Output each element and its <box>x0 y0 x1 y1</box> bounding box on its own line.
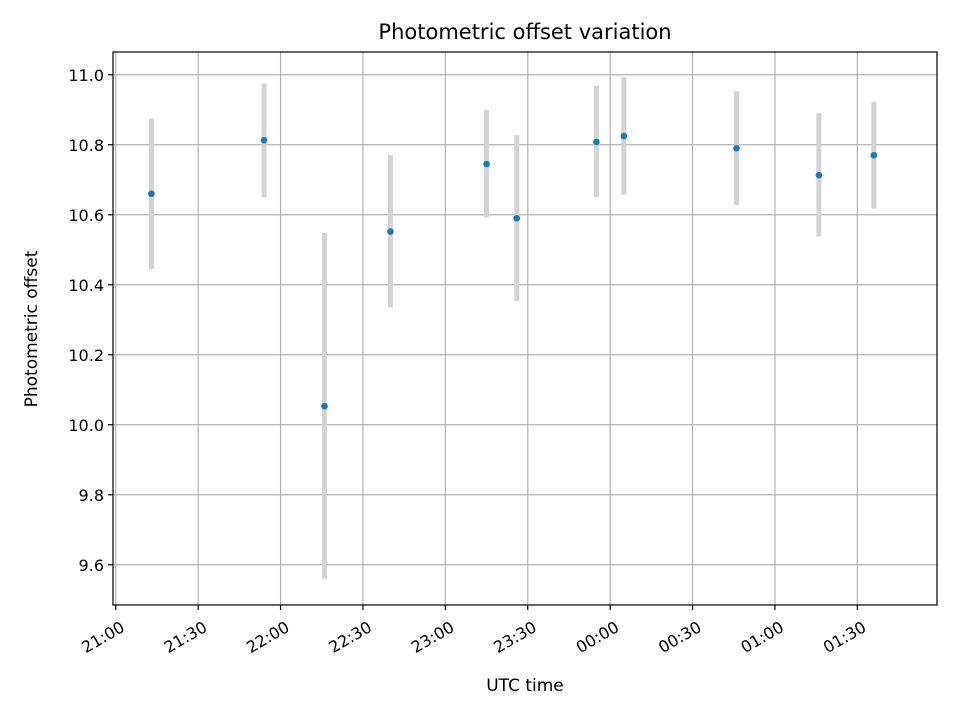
data-point <box>815 171 823 179</box>
data-point <box>260 136 268 144</box>
errorbar-layer <box>148 77 877 579</box>
x-tick-label: 01:00 <box>738 617 787 657</box>
x-tick-label: 23:30 <box>490 617 539 657</box>
x-tick-label: 21:00 <box>78 617 127 657</box>
data-point <box>321 402 328 410</box>
x-axis-label: UTC time <box>486 676 564 696</box>
data-point <box>148 190 155 198</box>
y-tick-label: 10.8 <box>68 136 104 155</box>
data-point <box>593 138 600 146</box>
plot-frame <box>112 51 938 606</box>
y-tick-label: 9.8 <box>79 486 104 505</box>
y-tick-label: 9.6 <box>79 556 104 575</box>
y-tick-label: 11.0 <box>68 66 104 85</box>
point-layer <box>148 132 878 410</box>
data-point <box>513 214 521 222</box>
data-point <box>387 228 394 235</box>
data-point <box>620 132 628 140</box>
x-tick-label: 22:30 <box>326 617 375 657</box>
grid-layer <box>113 52 937 605</box>
x-tick-label: 00:00 <box>573 617 622 657</box>
y-tick-label: 10.2 <box>68 346 104 365</box>
y-axis-label: Photometric offset <box>22 250 42 407</box>
data-point <box>483 160 490 168</box>
x-tick-label: 23:00 <box>408 617 457 657</box>
data-point <box>733 144 740 152</box>
y-tick-label: 10.6 <box>68 206 104 225</box>
tick-layer: 21:00 21:30 22:00 22:30 23:00 23:30 00:00 00:30… <box>68 66 869 657</box>
data-point <box>870 151 878 159</box>
x-tick-label: 01:30 <box>820 617 869 657</box>
x-tick-label: 00:30 <box>655 617 704 657</box>
chart-title: Photometric offset variation <box>378 20 671 44</box>
x-tick-label: 22:00 <box>243 617 292 657</box>
x-tick-label: 21:30 <box>161 617 210 657</box>
y-tick-label: 10.4 <box>68 276 104 295</box>
y-tick-label: 10.0 <box>68 416 104 435</box>
